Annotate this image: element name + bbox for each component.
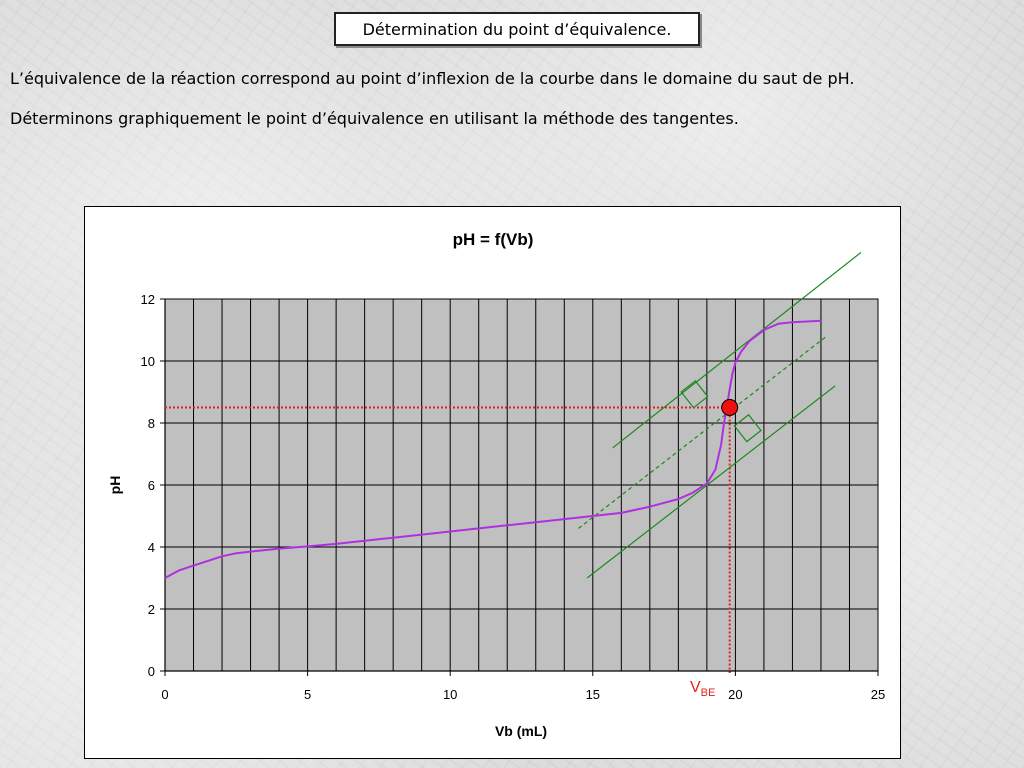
slide-title-text: Détermination du point d’équivalence. — [362, 19, 672, 39]
tangent-line — [612, 252, 862, 449]
x-tick-label: 15 — [586, 687, 600, 702]
y-tick-label: 8 — [148, 416, 155, 431]
x-tick-label: 5 — [304, 687, 311, 702]
x-axis-title: Vb (mL) — [495, 723, 547, 739]
y-tick-label: 2 — [148, 602, 155, 617]
vbe-label-sub: BE — [701, 687, 716, 699]
ph-curve — [164, 319, 822, 579]
equivalence-point-marker — [721, 399, 739, 416]
tangent-line — [586, 385, 836, 579]
y-tick-label: 6 — [148, 478, 155, 493]
chart-frame: 0 2 4 6 8 10 12 0 5 10 15 20 25 pH = f(Vb) Vb (mL) p… — [84, 206, 901, 759]
x-tick-label: 20 — [728, 687, 742, 702]
equivalence-volume-label: VBE — [690, 679, 715, 699]
x-tick-label: 25 — [871, 687, 885, 702]
y-tick-label: 4 — [148, 540, 155, 555]
right-angle-marker-lower — [733, 413, 762, 443]
x-tick-label: 10 — [443, 687, 457, 702]
median-line — [578, 335, 828, 529]
ph-titration-chart: 0 2 4 6 8 10 12 0 5 10 15 20 25 pH = f(Vb) Vb (mL) p… — [107, 230, 885, 739]
y-tick-label: 12 — [141, 292, 155, 307]
y-tick-label: 0 — [148, 664, 155, 679]
right-angle-marker-upper — [680, 380, 709, 409]
x-tick-label: 0 — [161, 687, 168, 702]
y-axis-title: pH — [107, 476, 123, 495]
chart-title: pH = f(Vb) — [453, 230, 534, 249]
vbe-label-main: V — [690, 679, 701, 696]
method-paragraph: Déterminons graphiquement le point d’équ… — [10, 109, 739, 128]
slide-title: Détermination du point d’équivalence. — [334, 12, 700, 46]
intro-paragraph: L’équivalence de la réaction correspond … — [10, 69, 855, 88]
y-tick-label: 10 — [141, 354, 155, 369]
